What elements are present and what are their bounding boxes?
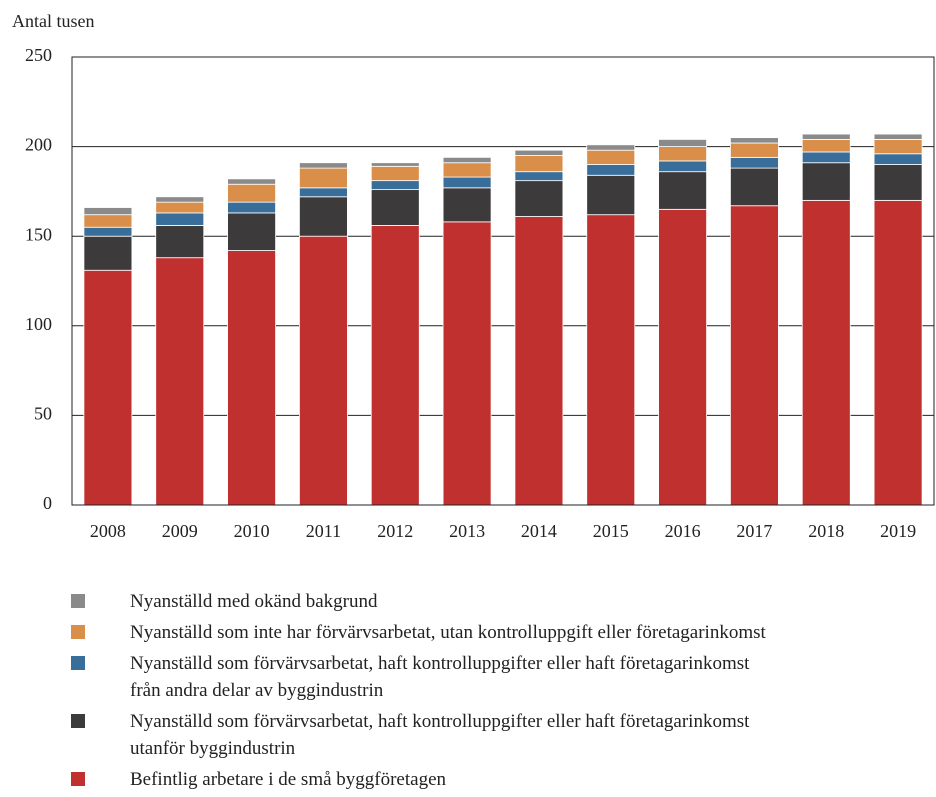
bar-segment xyxy=(370,180,420,191)
bar-segment xyxy=(586,214,636,506)
bar-segment xyxy=(801,151,851,164)
bar-segment xyxy=(83,235,133,271)
bar-segment xyxy=(370,162,420,167)
bar-segment xyxy=(227,250,276,506)
bar-segment xyxy=(155,257,205,506)
y-tick-label: 200 xyxy=(25,135,52,155)
bar-segment xyxy=(83,226,133,237)
legend: Nyanställd med okänd bakgrund Nyanställd … xyxy=(0,588,936,797)
bar-segment xyxy=(730,167,779,207)
bar-segment xyxy=(299,187,348,198)
bar-segment xyxy=(155,225,205,259)
bar-segment xyxy=(730,205,779,506)
bar-segment xyxy=(227,212,276,251)
bar-segment xyxy=(155,201,205,214)
x-tick-label: 2009 xyxy=(162,521,198,541)
bar-segment xyxy=(730,142,779,158)
legend-swatch xyxy=(71,625,85,639)
x-tick-label: 2008 xyxy=(90,521,126,541)
bar-segment xyxy=(370,165,420,182)
legend-label: Befintlig arbetare i de små byggföretage… xyxy=(130,769,447,790)
legend-label: Nyanställd med okänd bakgrund xyxy=(130,591,378,612)
bar-segment xyxy=(801,139,851,153)
bar-segment xyxy=(730,156,779,169)
bar-segment xyxy=(442,221,492,506)
bar-segment xyxy=(299,167,348,189)
bar-segment xyxy=(873,199,923,506)
bar-segment xyxy=(586,144,636,151)
x-tick-label: 2011 xyxy=(306,521,341,541)
legend-swatch xyxy=(71,656,85,670)
bar-segment xyxy=(442,187,492,223)
bar-segment xyxy=(442,176,492,189)
bar-segment xyxy=(514,155,564,173)
legend-label: Nyanställd som förvärvsarbetat, haft kon… xyxy=(130,653,750,701)
bar-segment xyxy=(514,171,564,182)
bar-segment xyxy=(873,133,923,140)
bar-segment xyxy=(299,162,348,169)
bar-segment xyxy=(801,199,851,506)
y-tick-label: 0 xyxy=(43,493,52,513)
bar-segment xyxy=(873,164,923,201)
y-tick-label: 250 xyxy=(25,45,52,65)
legend-swatch xyxy=(71,594,85,608)
bar-segment xyxy=(658,171,707,210)
bar-segment xyxy=(873,153,923,165)
legend-item: Nyanställd med okänd bakgrund xyxy=(0,588,936,615)
bar-segment xyxy=(442,162,492,178)
y-axis-label: Antal tusen xyxy=(12,11,95,31)
bar-segment xyxy=(801,133,851,140)
x-tick-label: 2013 xyxy=(449,521,485,541)
bar-segment xyxy=(801,162,851,201)
legend-item: Befintlig arbetare i de små byggföretage… xyxy=(0,766,936,793)
x-tick-label: 2019 xyxy=(880,521,916,541)
x-tick-label: 2018 xyxy=(808,521,844,541)
x-tick-label: 2012 xyxy=(377,521,413,541)
y-tick-label: 150 xyxy=(25,224,52,244)
bar-segment xyxy=(370,189,420,226)
bar-segment xyxy=(299,196,348,237)
bar-segment xyxy=(155,196,205,203)
bar-segment xyxy=(514,149,564,156)
bar-segment xyxy=(658,139,707,148)
bar-segment xyxy=(442,156,492,164)
bar-segment xyxy=(155,212,205,226)
y-tick-label: 50 xyxy=(34,404,52,424)
y-tick-label: 100 xyxy=(25,314,52,334)
bar-segment xyxy=(658,146,707,162)
bar-segment xyxy=(514,216,564,506)
bar-segment xyxy=(586,174,636,216)
legend-item: Nyanställd som förvärvsarbetat, haft kon… xyxy=(0,708,936,762)
x-tick-label: 2010 xyxy=(234,521,270,541)
legend-item: Nyanställd som inte har förvärvsarbetat,… xyxy=(0,619,936,646)
legend-swatch xyxy=(71,772,85,786)
legend-item: Nyanställd som förvärvsarbetat, haft kon… xyxy=(0,650,936,704)
bar-segment xyxy=(658,160,707,173)
bar-segment xyxy=(658,208,707,506)
legend-swatch xyxy=(71,714,85,728)
plot-frame xyxy=(71,56,935,506)
bar-segment xyxy=(586,164,636,176)
bar-segment xyxy=(514,180,564,217)
bar-segment xyxy=(370,225,420,506)
bar-segment xyxy=(873,139,923,155)
bar-segment xyxy=(299,235,348,506)
bar-segment xyxy=(227,178,276,185)
x-tick-label: 2017 xyxy=(736,521,772,541)
bar-segment xyxy=(586,149,636,165)
bar-segment xyxy=(227,201,276,214)
bar-segment xyxy=(83,207,133,216)
bar-segment xyxy=(83,269,133,506)
bar-segment xyxy=(227,183,276,203)
bar-segment xyxy=(83,214,133,228)
x-tick-label: 2014 xyxy=(521,521,557,541)
x-tick-label: 2016 xyxy=(665,521,701,541)
bar-segment xyxy=(730,137,779,144)
legend-label: Nyanställd som förvärvsarbetat, haft kon… xyxy=(130,711,750,759)
legend-label: Nyanställd som inte har förvärvsarbetat,… xyxy=(130,622,766,643)
chart: Antal tusen 0 50 100 150 200 250 2008 2009 2010 2… xyxy=(12,11,935,541)
x-tick-label: 2015 xyxy=(593,521,629,541)
